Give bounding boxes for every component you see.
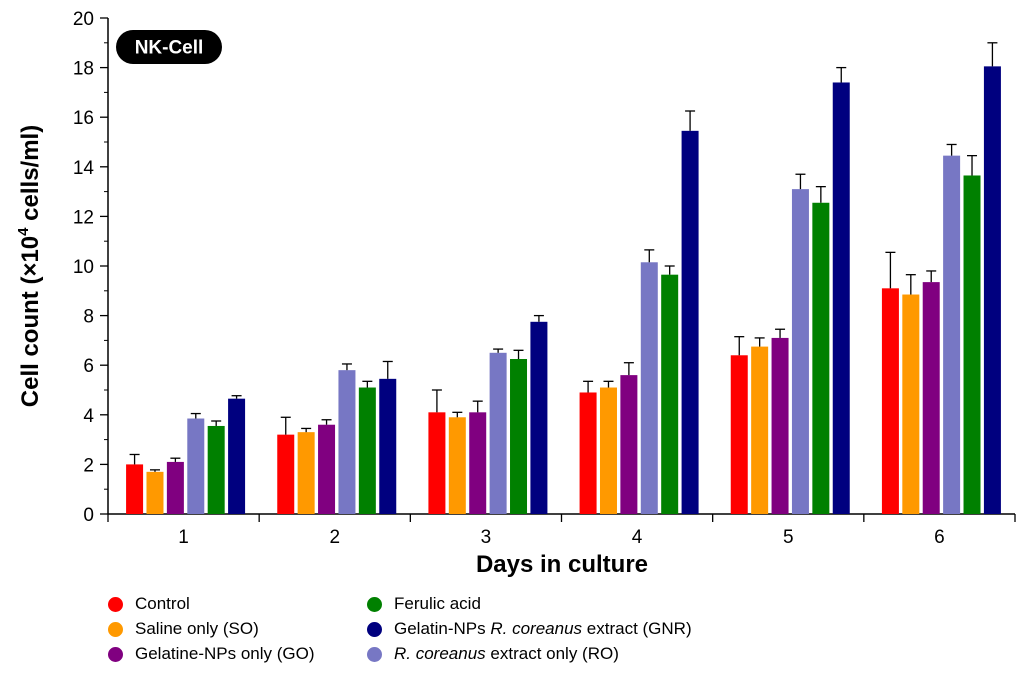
bar <box>730 355 748 514</box>
y-tick-label: 14 <box>73 158 95 179</box>
legend-item-ferulic-acid: Ferulic acid <box>367 592 481 616</box>
bar <box>681 130 699 514</box>
bar <box>963 175 981 515</box>
bar <box>661 274 679 514</box>
bar <box>297 432 315 514</box>
bar <box>277 434 295 514</box>
y-axis-title-exponent: 4 <box>15 227 32 236</box>
legend-item-gelatine-nps: Gelatine-NPs only (GO) <box>108 642 315 666</box>
bar <box>771 337 789 514</box>
bar <box>599 387 617 514</box>
badge-label: NK-Cell <box>135 38 204 59</box>
bar <box>620 375 638 514</box>
y-tick-label: 18 <box>73 59 94 80</box>
legend-swatch <box>367 646 382 662</box>
nk-cell-badge: NK-Cell <box>116 30 222 64</box>
bar <box>428 412 446 514</box>
legend-label: Saline only (SO) <box>135 619 259 638</box>
bar <box>530 321 548 514</box>
y-axis-title-tail: cells/ml) <box>17 125 44 228</box>
legend-label: Ferulic acid <box>394 594 481 613</box>
y-tick-label: 6 <box>83 356 94 377</box>
bar <box>812 202 830 514</box>
bar <box>579 392 597 514</box>
bar <box>983 66 1001 515</box>
error-bars <box>129 42 998 472</box>
legend-item-saline: Saline only (SO) <box>108 617 259 641</box>
y-tick-label: 12 <box>73 207 94 228</box>
bar <box>338 370 356 514</box>
bar <box>791 189 809 514</box>
legend-swatch <box>108 596 123 612</box>
bars <box>126 66 1001 515</box>
badge-background <box>116 30 222 64</box>
y-tick-label: 0 <box>83 505 94 526</box>
bar <box>943 155 961 514</box>
x-axis-title: Days in culture <box>476 551 648 578</box>
legend-item-gnr: Gelatin-NPs R. coreanus extract (GNR) <box>367 617 692 641</box>
bar <box>922 282 940 514</box>
bar <box>751 346 769 514</box>
bar <box>881 288 899 514</box>
bar <box>832 82 850 514</box>
x-tick-label: 5 <box>783 527 794 548</box>
legend-label: Control <box>135 594 190 613</box>
y-axis-title: Cell count (×104 cells/ml) <box>15 125 44 407</box>
legend-swatch <box>367 621 382 637</box>
y-tick-label: 4 <box>83 406 94 427</box>
bar <box>510 359 528 514</box>
legend-swatch <box>108 646 123 662</box>
bar <box>358 387 376 514</box>
bar <box>146 471 164 514</box>
bar <box>126 464 144 514</box>
bar <box>448 417 466 514</box>
bar <box>187 418 205 514</box>
legend-swatch <box>108 621 123 637</box>
bar <box>902 294 920 514</box>
y-tick-label: 10 <box>73 257 94 278</box>
bar <box>489 352 507 514</box>
y-tick-label: 16 <box>73 108 94 129</box>
y-tick-label: 2 <box>83 455 94 476</box>
y-axis-title-main: Cell count (×10 <box>17 236 44 407</box>
bar <box>379 378 397 514</box>
bar <box>207 425 225 514</box>
x-tick-label: 3 <box>481 527 492 548</box>
legend-label: Gelatine-NPs only (GO) <box>135 644 315 663</box>
x-tick-label: 4 <box>632 527 643 548</box>
x-tick-label: 1 <box>178 527 189 548</box>
legend: Control Saline only (SO) Gelatine-NPs on… <box>106 590 806 670</box>
bar <box>228 398 246 514</box>
y-tick-label: 20 <box>73 9 94 30</box>
legend-item-control: Control <box>108 592 190 616</box>
legend-label: Gelatin-NPs R. coreanus extract (GNR) <box>394 619 692 638</box>
y-tick-label: 8 <box>83 307 94 328</box>
bar <box>469 412 487 514</box>
bar <box>166 461 184 514</box>
bar <box>318 424 336 514</box>
bar <box>640 262 658 514</box>
x-tick-label: 6 <box>934 527 945 548</box>
legend-swatch <box>367 596 382 612</box>
legend-label: R. coreanus extract only (RO) <box>394 644 619 663</box>
legend-item-ro: R. coreanus extract only (RO) <box>367 642 619 666</box>
x-tick-label: 2 <box>329 527 340 548</box>
